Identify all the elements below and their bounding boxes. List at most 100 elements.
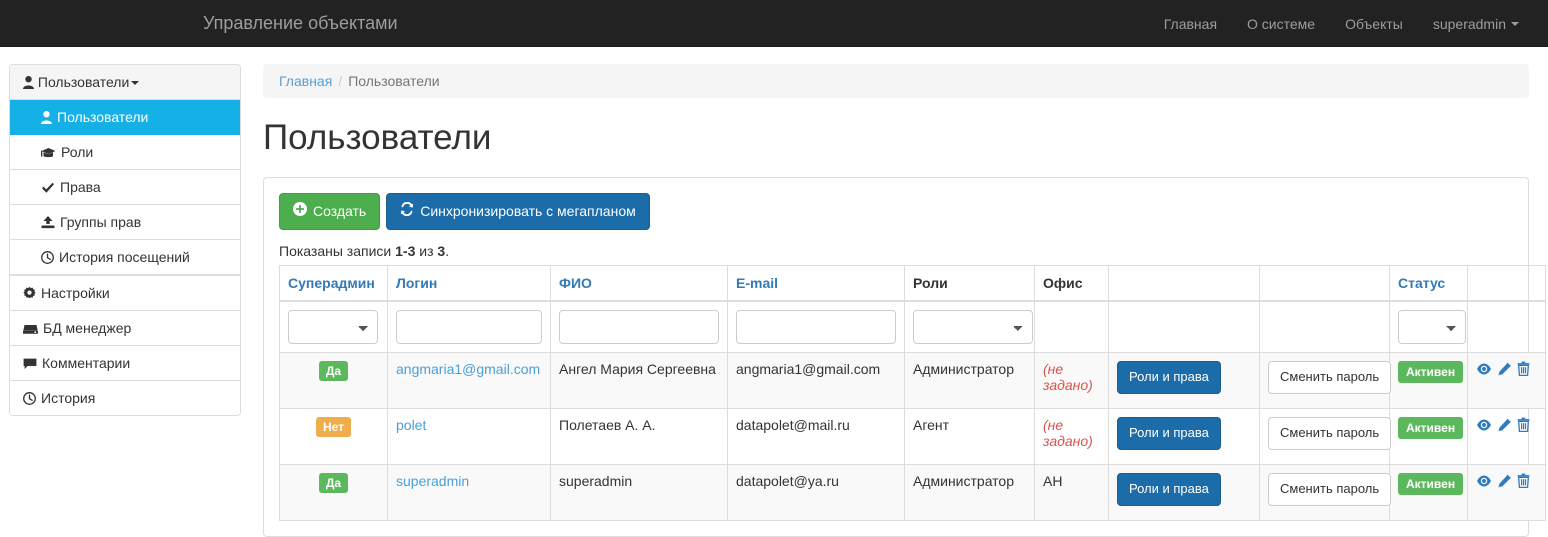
nav-item-about[interactable]: О системе	[1247, 15, 1316, 32]
column-header-email[interactable]: E-mail	[727, 265, 905, 303]
toolbar: Создать Синхронизировать с мегапланом	[279, 192, 1513, 231]
breadcrumb-separator: /	[338, 73, 343, 89]
refresh-icon	[400, 201, 414, 222]
table-body: Да angmaria1@gmail.com Ангел Мария Серге…	[279, 352, 1546, 522]
chevron-down-icon	[131, 81, 140, 86]
chevron-down-icon	[1511, 21, 1519, 26]
edit-icon[interactable]	[1497, 418, 1512, 432]
column-header-fio[interactable]: ФИО	[550, 265, 728, 303]
records-summary: Показаны записи 1-3 из 3.	[279, 243, 1513, 259]
sync-megaplan-button[interactable]: Синхронизировать с мегапланом	[386, 192, 650, 231]
brand-title[interactable]: Управление объектами	[203, 13, 398, 33]
status-badge: Активен	[1398, 417, 1464, 440]
filter-roles-select[interactable]	[913, 310, 1033, 345]
column-header-superadmin[interactable]: Суперадмин	[279, 265, 388, 303]
sidebar-header-users[interactable]: Пользователи	[10, 65, 240, 100]
user-login-link[interactable]: polet	[396, 417, 427, 434]
gear-icon	[23, 285, 36, 301]
delete-icon[interactable]	[1517, 473, 1530, 489]
cell-change-password: Сменить пароль	[1259, 408, 1392, 466]
column-header-roles: Роли	[904, 265, 1035, 303]
cell-office: (не задано)	[1034, 408, 1109, 466]
cell-email: angmaria1@gmail.com	[727, 352, 905, 410]
roles-rights-button[interactable]: Роли и права	[1117, 361, 1221, 394]
sidebar-item-visit-history[interactable]: История посещений	[10, 240, 240, 275]
change-password-button[interactable]: Сменить пароль	[1268, 473, 1392, 506]
table-row: Да superadmin superadmin datapolet@ya.ru…	[279, 464, 1546, 522]
top-navbar: Управление объектами Главная О системе О…	[0, 0, 1548, 47]
sidebar-header-label: Пользователи	[37, 74, 130, 90]
column-header-roles-rights	[1108, 265, 1260, 303]
cell-login: polet	[387, 408, 551, 466]
cell-roles-rights: Роли и права	[1108, 464, 1260, 522]
check-icon	[41, 179, 55, 195]
main-content: Главная / Пользователи Пользователи Создат…	[263, 64, 1546, 537]
filter-superadmin-select[interactable]	[288, 310, 378, 345]
filter-cell-roles-rights	[1108, 300, 1260, 354]
user-menu[interactable]: superadmin	[1418, 0, 1534, 47]
filter-cell-email	[727, 300, 905, 354]
cell-roles: Администратор	[904, 464, 1035, 522]
cell-roles: Агент	[904, 408, 1035, 466]
roles-rights-button[interactable]: Роли и права	[1117, 473, 1221, 506]
cell-superadmin: Да	[279, 464, 388, 522]
filter-email-input[interactable]	[736, 310, 896, 345]
column-header-actions	[1467, 265, 1546, 303]
clock-icon	[23, 390, 36, 406]
status-badge: Нет	[315, 417, 352, 438]
cell-roles-rights: Роли и права	[1108, 408, 1260, 466]
sidebar-group-label: Комментарии	[42, 355, 131, 371]
sidebar-item-roles[interactable]: Роли	[10, 135, 240, 170]
sidebar-item-history[interactable]: История	[10, 381, 240, 415]
delete-icon[interactable]	[1517, 417, 1530, 433]
breadcrumb: Главная / Пользователи	[263, 64, 1529, 98]
sidebar-item-rights[interactable]: Права	[10, 170, 240, 205]
edit-icon[interactable]	[1497, 474, 1512, 488]
user-icon	[41, 109, 52, 125]
cell-actions	[1467, 464, 1546, 522]
filter-fio-input[interactable]	[559, 310, 719, 345]
table-row: Нет polet Полетаев А. А. datapolet@mail.…	[279, 408, 1546, 466]
stamp-icon	[41, 214, 55, 230]
sidebar-item-users[interactable]: Пользователи	[10, 100, 240, 135]
sidebar-item-comments[interactable]: Комментарии	[10, 346, 240, 381]
sidebar-item-label: Группы прав	[60, 214, 142, 230]
change-password-button[interactable]: Сменить пароль	[1268, 361, 1392, 394]
status-badge: Да	[318, 361, 349, 382]
sidebar-item-right-groups[interactable]: Группы прав	[10, 205, 240, 240]
cell-actions	[1467, 408, 1546, 466]
summary-prefix: Показаны записи	[279, 243, 396, 260]
cell-superadmin: Да	[279, 352, 388, 410]
cell-roles-rights: Роли и права	[1108, 352, 1260, 410]
user-login-link[interactable]: angmaria1@gmail.com	[396, 361, 541, 378]
filter-login-input[interactable]	[396, 310, 542, 345]
view-icon[interactable]	[1476, 474, 1492, 488]
nav-item-home[interactable]: Главная	[1163, 15, 1218, 32]
column-header-login[interactable]: Логин	[387, 265, 551, 303]
nav-item-objects[interactable]: Объекты	[1345, 15, 1403, 32]
cell-office: АН	[1034, 464, 1109, 522]
view-icon[interactable]	[1476, 418, 1492, 432]
filter-cell-password	[1259, 300, 1390, 354]
filter-status-select[interactable]	[1398, 310, 1466, 345]
column-header-status[interactable]: Статус	[1389, 265, 1468, 303]
user-login-link[interactable]: superadmin	[396, 473, 470, 490]
sidebar-item-settings[interactable]: Настройки	[10, 276, 240, 311]
cell-actions	[1467, 352, 1546, 410]
breadcrumb-home[interactable]: Главная	[279, 73, 333, 89]
table-filter-row	[279, 300, 1546, 354]
roles-rights-button[interactable]: Роли и права	[1117, 417, 1221, 450]
sidebar-item-label: Права	[60, 179, 101, 195]
breadcrumb-current: Пользователи	[348, 73, 440, 89]
sidebar-item-label: Роли	[61, 144, 94, 160]
cell-office: (не задано)	[1034, 352, 1109, 410]
delete-icon[interactable]	[1517, 361, 1530, 377]
clock-icon	[41, 249, 54, 265]
create-button[interactable]: Создать	[279, 192, 381, 231]
sidebar-item-db-manager[interactable]: БД менеджер	[10, 311, 240, 346]
sidebar-divider	[10, 275, 240, 276]
view-icon[interactable]	[1476, 362, 1492, 376]
change-password-button[interactable]: Сменить пароль	[1268, 417, 1392, 450]
edit-icon[interactable]	[1497, 362, 1512, 376]
page-title: Пользователи	[263, 118, 492, 157]
